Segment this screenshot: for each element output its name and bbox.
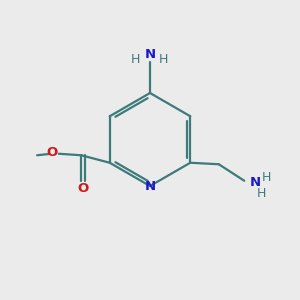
- Text: H: H: [256, 187, 266, 200]
- Text: N: N: [144, 48, 156, 62]
- Text: O: O: [47, 146, 58, 159]
- Text: H: H: [131, 52, 140, 66]
- Text: N: N: [144, 180, 156, 194]
- Text: N: N: [250, 176, 261, 189]
- Text: O: O: [77, 182, 89, 195]
- Text: H: H: [159, 52, 169, 66]
- Text: H: H: [262, 171, 272, 184]
